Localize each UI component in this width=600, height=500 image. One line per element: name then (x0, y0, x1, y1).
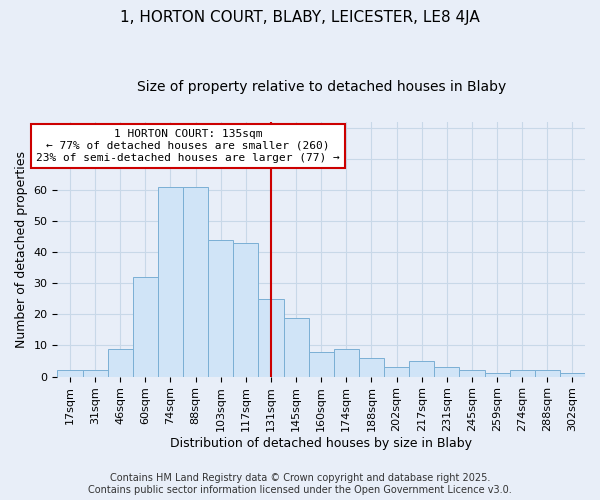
Bar (284, 318, 308, 376)
Bar (434, 368, 460, 376)
Bar (384, 368, 409, 376)
Bar (460, 370, 485, 376)
Bar (208, 240, 233, 376)
Bar (233, 243, 259, 376)
Bar (133, 277, 158, 376)
Bar (334, 348, 359, 376)
Title: Size of property relative to detached houses in Blaby: Size of property relative to detached ho… (137, 80, 506, 94)
Bar (183, 187, 208, 376)
X-axis label: Distribution of detached houses by size in Blaby: Distribution of detached houses by size … (170, 437, 472, 450)
Bar (485, 374, 509, 376)
Bar (83, 370, 107, 376)
Text: 1 HORTON COURT: 135sqm
← 77% of detached houses are smaller (260)
23% of semi-de: 1 HORTON COURT: 135sqm ← 77% of detached… (36, 130, 340, 162)
Y-axis label: Number of detached properties: Number of detached properties (15, 150, 28, 348)
Bar (58, 370, 83, 376)
Text: 1, HORTON COURT, BLABY, LEICESTER, LE8 4JA: 1, HORTON COURT, BLABY, LEICESTER, LE8 4… (120, 10, 480, 25)
Bar (409, 361, 434, 376)
Bar (535, 370, 560, 376)
Bar (509, 370, 535, 376)
Bar (560, 374, 585, 376)
Bar (308, 352, 334, 376)
Bar (158, 187, 183, 376)
Bar (107, 348, 133, 376)
Bar (359, 358, 384, 376)
Bar (259, 299, 284, 376)
Text: Contains HM Land Registry data © Crown copyright and database right 2025.
Contai: Contains HM Land Registry data © Crown c… (88, 474, 512, 495)
